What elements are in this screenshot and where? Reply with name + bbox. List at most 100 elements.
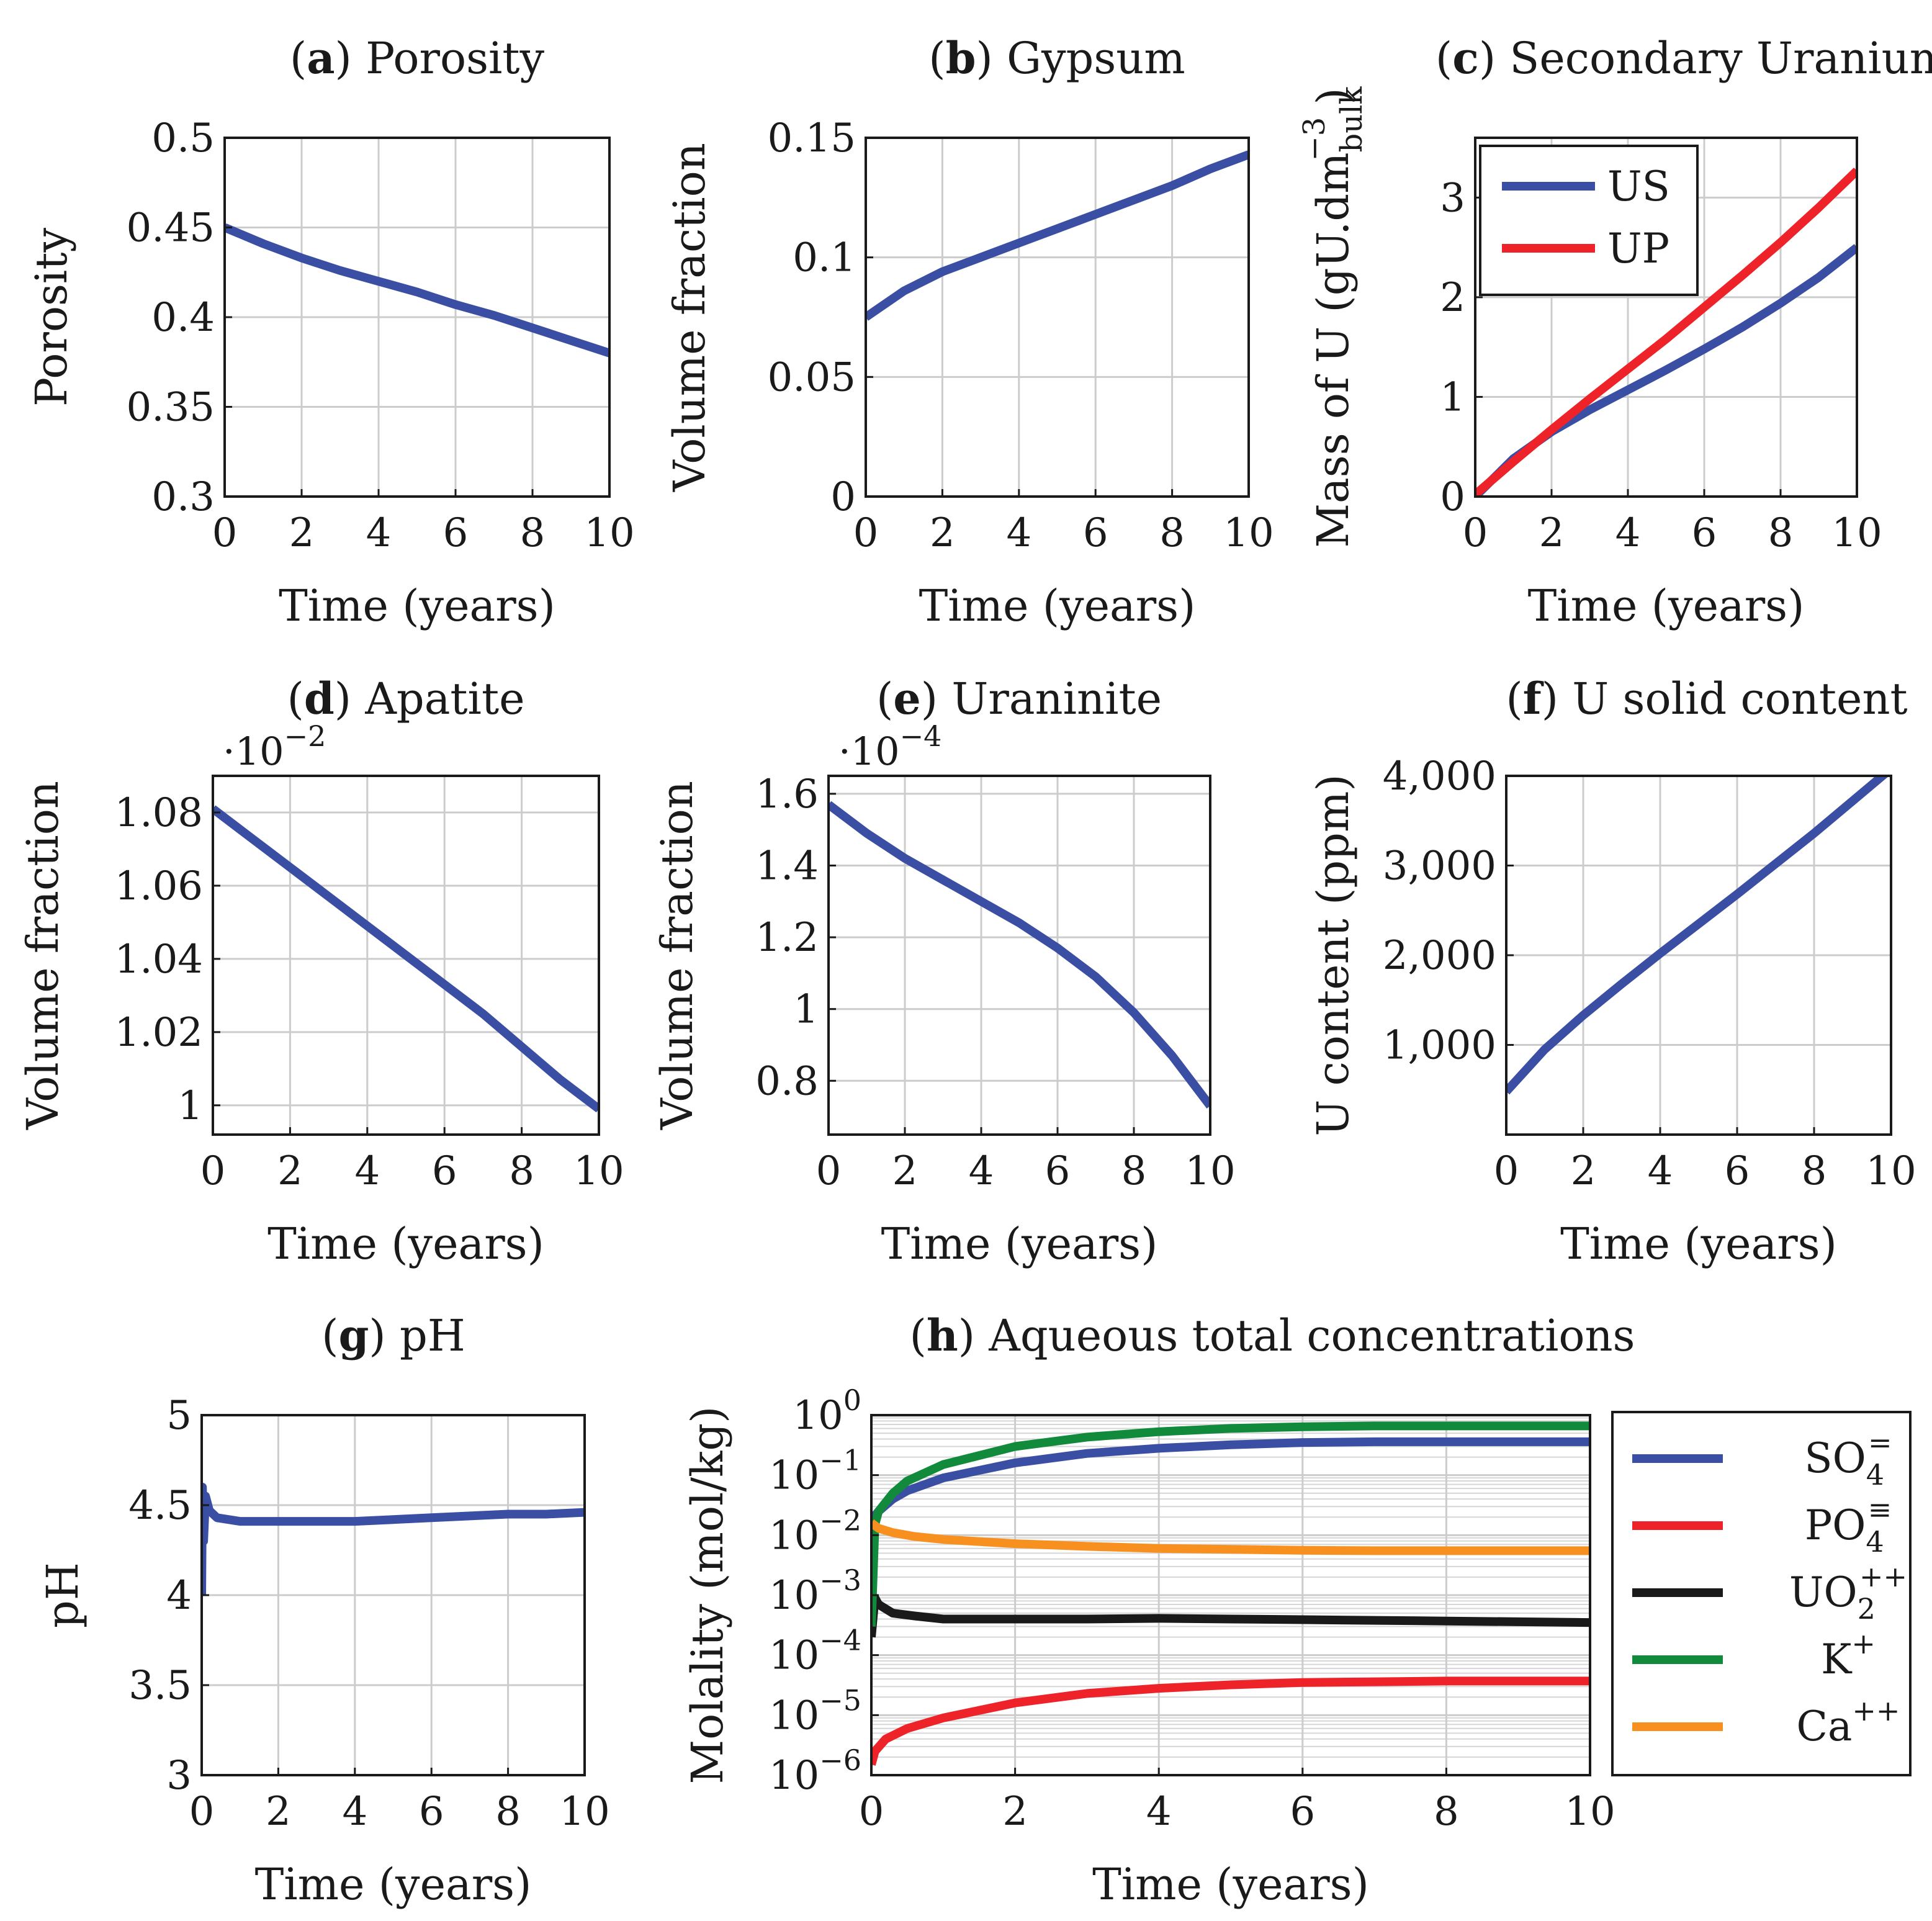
- y-tick-label: 3,000: [1383, 844, 1496, 889]
- y-tick-label: 1.06: [115, 863, 204, 909]
- panel-title: (a) Porosity: [290, 32, 545, 84]
- series-line-h-3: [871, 1421, 1590, 1627]
- y-tick-label: 0: [1440, 474, 1465, 520]
- y-tick-label: 0.45: [127, 205, 215, 251]
- x-tick-label: 2: [1539, 510, 1565, 556]
- y-axis-label: Volume fraction: [17, 781, 68, 1130]
- y-tick-label: 0.05: [768, 354, 856, 400]
- series-line-h-2: [871, 1593, 1590, 1638]
- x-tick-label: 6: [1692, 510, 1717, 556]
- axes-frame: [827, 775, 1211, 1136]
- y-tick-label: 10−5: [769, 1683, 861, 1739]
- x-tick-label: 10: [1831, 510, 1882, 556]
- legend-label: K+: [1821, 1627, 1876, 1683]
- y-tick-label: 0.4: [151, 295, 215, 341]
- panel-title: (f) U solid content: [1506, 673, 1907, 724]
- x-tick-label: 8: [1768, 510, 1794, 556]
- y-tick-label: 0.3: [151, 474, 215, 520]
- legend-label: UP: [1607, 225, 1669, 272]
- x-axis-label: Time (years): [255, 1859, 532, 1910]
- y-tick-label: 100: [793, 1383, 861, 1439]
- x-tick-label: 4: [1648, 1148, 1673, 1194]
- y-tick-label: 3.5: [128, 1663, 192, 1709]
- x-axis-label: Time (years): [1528, 580, 1805, 631]
- x-tick-label: 2: [266, 1789, 291, 1835]
- x-tick-label: 6: [1290, 1789, 1315, 1835]
- series-line-h-0: [871, 1437, 1590, 1523]
- x-tick-label: 10: [559, 1789, 609, 1835]
- y-tick-label: 0.35: [127, 385, 215, 431]
- y-tick-label: 4.5: [128, 1483, 192, 1529]
- x-tick-label: 2: [930, 510, 955, 556]
- y-tick-label: 1: [793, 987, 819, 1033]
- x-tick-label: 6: [1725, 1148, 1750, 1194]
- panel-title: (h) Aqueous total concentrations: [910, 1310, 1635, 1361]
- x-tick-label: 0: [189, 1789, 215, 1835]
- x-tick-label: 8: [509, 1148, 534, 1194]
- series-line-e-0: [829, 801, 1210, 1109]
- x-tick-label: 6: [1083, 510, 1108, 556]
- series-line-c-1: [1475, 167, 1857, 497]
- y-tick-label: 4,000: [1383, 754, 1496, 799]
- panel-title: (c) Secondary Uranium: [1436, 32, 1932, 84]
- panel-c: 0 2 4 6 8 10 0 1 2 3 (c) Secondary Uranium Time (ye…: [1297, 32, 1932, 631]
- y-tick-label: 1.4: [755, 844, 819, 889]
- x-axis-label: Time (years): [279, 580, 555, 631]
- x-axis-label: Time (years): [1092, 1859, 1369, 1910]
- legend-box: [1479, 145, 1699, 296]
- axis-scale-label: ·10−2: [223, 719, 326, 774]
- panel-f: 0 2 4 6 8 10 1,000 2,000 3,000 4,000(f) U solid c…: [1308, 673, 1916, 1269]
- x-tick-label: 8: [1121, 1148, 1147, 1194]
- y-tick-label: 3: [1440, 175, 1465, 221]
- x-tick-label: 0: [859, 1789, 884, 1835]
- x-tick-label: 4: [354, 1148, 380, 1194]
- series-line-b-0: [866, 150, 1249, 321]
- axis-scale-label: ·10−4: [838, 719, 941, 774]
- x-tick-label: 6: [1045, 1148, 1071, 1194]
- x-tick-label: 4: [1146, 1789, 1172, 1835]
- y-tick-label: 3: [166, 1753, 192, 1799]
- y-tick-label: 1.2: [755, 915, 819, 961]
- y-tick-label: 1.04: [115, 937, 204, 983]
- y-tick-label: 0.5: [151, 115, 215, 161]
- x-tick-label: 6: [419, 1789, 444, 1835]
- y-tick-label: 10−3: [769, 1563, 861, 1619]
- series-line-d-0: [213, 805, 599, 1113]
- x-tick-label: 8: [1434, 1789, 1459, 1835]
- y-tick-label: 1: [177, 1083, 203, 1129]
- x-tick-label: 8: [495, 1789, 521, 1835]
- y-tick-label: 1: [1440, 374, 1465, 420]
- y-tick-label: 2,000: [1383, 933, 1496, 979]
- y-axis-label: Mass of U (gU.dmbulk−3): [1297, 86, 1369, 547]
- legend-label: UO2++: [1789, 1560, 1907, 1626]
- x-tick-label: 10: [1866, 1148, 1916, 1194]
- y-tick-label: 1.02: [115, 1010, 204, 1056]
- x-tick-label: 6: [432, 1148, 457, 1194]
- panel-e: 0 2 4 6 8 10 0.8 1 1.2 1.4 1.6 ·10−4(e) Uraninite Ti…: [652, 673, 1236, 1269]
- legend-label: Ca++: [1797, 1694, 1900, 1750]
- x-tick-label: 8: [1802, 1148, 1827, 1194]
- y-tick-label: 10−4: [769, 1624, 861, 1679]
- x-tick-label: 6: [443, 510, 469, 556]
- series-line-h-4: [871, 1519, 1590, 1555]
- y-tick-label: 0.15: [768, 115, 856, 161]
- x-tick-label: 2: [892, 1148, 918, 1194]
- y-axis-label: Volume fraction: [652, 781, 703, 1130]
- x-tick-label: 4: [366, 510, 392, 556]
- y-axis-label: U content (ppm): [1308, 774, 1359, 1136]
- x-tick-label: 10: [573, 1148, 624, 1194]
- y-tick-label: 4: [166, 1573, 192, 1619]
- x-tick-label: 2: [1571, 1148, 1596, 1194]
- x-tick-label: 4: [969, 1148, 994, 1194]
- x-tick-label: 10: [1185, 1148, 1235, 1194]
- y-axis-label: pH: [37, 1562, 88, 1628]
- panel-title: (d) Apatite: [287, 673, 525, 724]
- x-axis-label: Time (years): [1560, 1218, 1837, 1269]
- axes-frame: [865, 137, 1250, 498]
- panel-b: 0 2 4 6 8 10 0 0.05 0.1 0.15 (b) Gypsum Time (years…: [664, 32, 1274, 631]
- series-line-f-0: [1506, 776, 1890, 1095]
- y-tick-label: 0.1: [793, 235, 856, 281]
- y-axis-label: Volume fraction: [664, 143, 715, 492]
- x-tick-label: 0: [1494, 1148, 1519, 1194]
